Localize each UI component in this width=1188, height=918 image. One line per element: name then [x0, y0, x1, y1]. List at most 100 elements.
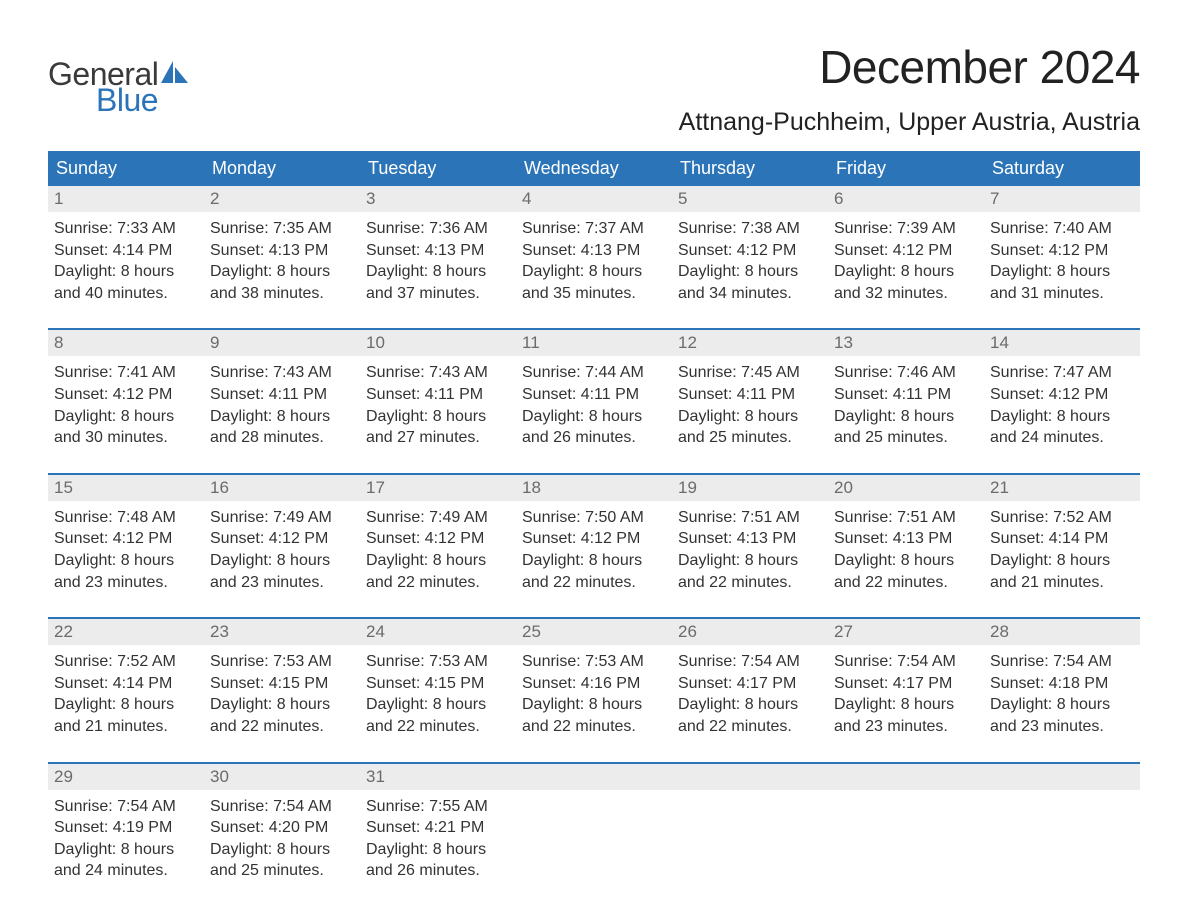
day-cell: 30Sunrise: 7:54 AMSunset: 4:20 PMDayligh…	[204, 764, 360, 906]
day-day2: and 22 minutes.	[834, 572, 978, 594]
day-day2: and 24 minutes.	[990, 427, 1134, 449]
day-sunrise: Sunrise: 7:37 AM	[522, 218, 666, 240]
day-body: Sunrise: 7:54 AMSunset: 4:18 PMDaylight:…	[984, 645, 1140, 761]
dow-cell: Friday	[828, 151, 984, 186]
day-day2: and 22 minutes.	[366, 716, 510, 738]
day-number: 16	[204, 475, 360, 501]
day-cell: 15Sunrise: 7:48 AMSunset: 4:12 PMDayligh…	[48, 475, 204, 617]
day-sunrise: Sunrise: 7:54 AM	[678, 651, 822, 673]
day-number: 26	[672, 619, 828, 645]
location-label: Attnang-Puchheim, Upper Austria, Austria	[679, 108, 1140, 137]
day-day1: Daylight: 8 hours	[366, 550, 510, 572]
day-day1: Daylight: 8 hours	[210, 406, 354, 428]
day-day1: Daylight: 8 hours	[54, 839, 198, 861]
day-day2: and 21 minutes.	[990, 572, 1134, 594]
day-number: 17	[360, 475, 516, 501]
day-cell: 19Sunrise: 7:51 AMSunset: 4:13 PMDayligh…	[672, 475, 828, 617]
day-cell	[672, 764, 828, 906]
day-sunset: Sunset: 4:13 PM	[210, 240, 354, 262]
day-day1: Daylight: 8 hours	[54, 694, 198, 716]
day-cell	[828, 764, 984, 906]
calendar: SundayMondayTuesdayWednesdayThursdayFrid…	[48, 151, 1140, 906]
day-body: Sunrise: 7:47 AMSunset: 4:12 PMDaylight:…	[984, 356, 1140, 472]
day-cell: 20Sunrise: 7:51 AMSunset: 4:13 PMDayligh…	[828, 475, 984, 617]
day-sunrise: Sunrise: 7:52 AM	[990, 507, 1134, 529]
day-day2: and 28 minutes.	[210, 427, 354, 449]
day-day2: and 22 minutes.	[210, 716, 354, 738]
day-sunset: Sunset: 4:13 PM	[522, 240, 666, 262]
day-cell: 12Sunrise: 7:45 AMSunset: 4:11 PMDayligh…	[672, 330, 828, 472]
day-sunset: Sunset: 4:11 PM	[678, 384, 822, 406]
day-cell	[516, 764, 672, 906]
day-day2: and 24 minutes.	[54, 860, 198, 882]
day-body	[984, 790, 1140, 820]
day-number: 27	[828, 619, 984, 645]
day-day2: and 26 minutes.	[522, 427, 666, 449]
day-day1: Daylight: 8 hours	[54, 550, 198, 572]
day-cell: 11Sunrise: 7:44 AMSunset: 4:11 PMDayligh…	[516, 330, 672, 472]
day-sunset: Sunset: 4:12 PM	[210, 528, 354, 550]
day-number: 19	[672, 475, 828, 501]
day-sunrise: Sunrise: 7:47 AM	[990, 362, 1134, 384]
day-number: 8	[48, 330, 204, 356]
day-day2: and 25 minutes.	[678, 427, 822, 449]
day-body: Sunrise: 7:50 AMSunset: 4:12 PMDaylight:…	[516, 501, 672, 617]
day-number: 22	[48, 619, 204, 645]
day-day2: and 35 minutes.	[522, 283, 666, 305]
day-number: 25	[516, 619, 672, 645]
day-cell: 21Sunrise: 7:52 AMSunset: 4:14 PMDayligh…	[984, 475, 1140, 617]
day-sunset: Sunset: 4:17 PM	[834, 673, 978, 695]
day-cell: 26Sunrise: 7:54 AMSunset: 4:17 PMDayligh…	[672, 619, 828, 761]
day-day1: Daylight: 8 hours	[834, 261, 978, 283]
day-sunrise: Sunrise: 7:45 AM	[678, 362, 822, 384]
day-day2: and 25 minutes.	[834, 427, 978, 449]
dow-cell: Thursday	[672, 151, 828, 186]
day-day2: and 32 minutes.	[834, 283, 978, 305]
week-row: 29Sunrise: 7:54 AMSunset: 4:19 PMDayligh…	[48, 762, 1140, 906]
day-number: 10	[360, 330, 516, 356]
day-sunrise: Sunrise: 7:38 AM	[678, 218, 822, 240]
day-cell: 14Sunrise: 7:47 AMSunset: 4:12 PMDayligh…	[984, 330, 1140, 472]
day-cell: 24Sunrise: 7:53 AMSunset: 4:15 PMDayligh…	[360, 619, 516, 761]
day-sunrise: Sunrise: 7:33 AM	[54, 218, 198, 240]
day-number	[828, 764, 984, 790]
day-body: Sunrise: 7:51 AMSunset: 4:13 PMDaylight:…	[828, 501, 984, 617]
day-day1: Daylight: 8 hours	[990, 550, 1134, 572]
day-sunrise: Sunrise: 7:54 AM	[210, 796, 354, 818]
day-cell: 7Sunrise: 7:40 AMSunset: 4:12 PMDaylight…	[984, 186, 1140, 328]
day-cell: 2Sunrise: 7:35 AMSunset: 4:13 PMDaylight…	[204, 186, 360, 328]
day-day2: and 23 minutes.	[54, 572, 198, 594]
day-body: Sunrise: 7:52 AMSunset: 4:14 PMDaylight:…	[48, 645, 204, 761]
dow-cell: Monday	[204, 151, 360, 186]
day-body: Sunrise: 7:35 AMSunset: 4:13 PMDaylight:…	[204, 212, 360, 328]
day-sunrise: Sunrise: 7:49 AM	[210, 507, 354, 529]
day-cell: 17Sunrise: 7:49 AMSunset: 4:12 PMDayligh…	[360, 475, 516, 617]
day-cell: 18Sunrise: 7:50 AMSunset: 4:12 PMDayligh…	[516, 475, 672, 617]
day-body: Sunrise: 7:44 AMSunset: 4:11 PMDaylight:…	[516, 356, 672, 472]
day-number: 18	[516, 475, 672, 501]
day-number	[672, 764, 828, 790]
day-sunset: Sunset: 4:14 PM	[54, 673, 198, 695]
day-day1: Daylight: 8 hours	[522, 694, 666, 716]
day-sunset: Sunset: 4:20 PM	[210, 817, 354, 839]
day-day2: and 38 minutes.	[210, 283, 354, 305]
day-body: Sunrise: 7:49 AMSunset: 4:12 PMDaylight:…	[204, 501, 360, 617]
day-day2: and 23 minutes.	[210, 572, 354, 594]
day-number: 9	[204, 330, 360, 356]
day-number: 4	[516, 186, 672, 212]
logo-word2: Blue	[96, 84, 190, 116]
day-day1: Daylight: 8 hours	[210, 550, 354, 572]
day-sunrise: Sunrise: 7:46 AM	[834, 362, 978, 384]
day-cell: 25Sunrise: 7:53 AMSunset: 4:16 PMDayligh…	[516, 619, 672, 761]
day-body: Sunrise: 7:41 AMSunset: 4:12 PMDaylight:…	[48, 356, 204, 472]
day-cell: 1Sunrise: 7:33 AMSunset: 4:14 PMDaylight…	[48, 186, 204, 328]
day-sunset: Sunset: 4:15 PM	[210, 673, 354, 695]
day-day1: Daylight: 8 hours	[678, 406, 822, 428]
day-sunrise: Sunrise: 7:39 AM	[834, 218, 978, 240]
day-sunset: Sunset: 4:12 PM	[990, 240, 1134, 262]
day-day2: and 40 minutes.	[54, 283, 198, 305]
day-number: 15	[48, 475, 204, 501]
day-number: 3	[360, 186, 516, 212]
day-body: Sunrise: 7:38 AMSunset: 4:12 PMDaylight:…	[672, 212, 828, 328]
month-title: December 2024	[679, 40, 1140, 94]
